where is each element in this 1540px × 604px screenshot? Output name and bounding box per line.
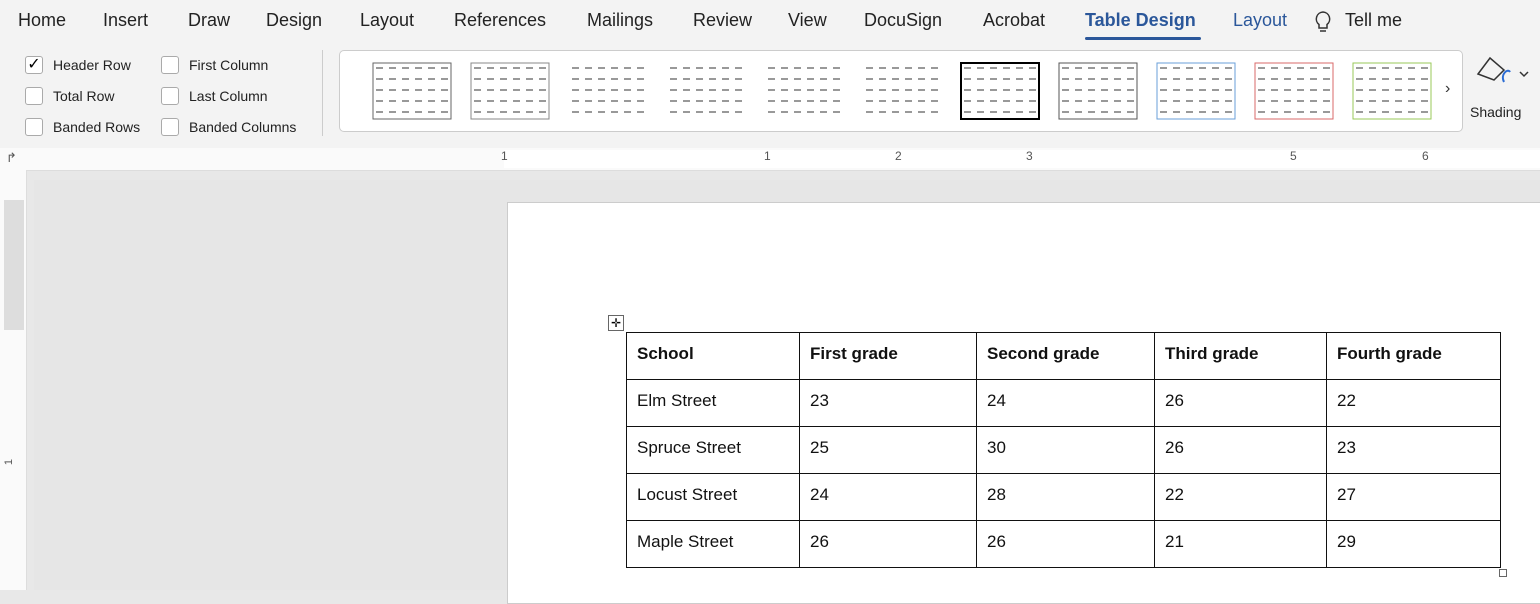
table-cell: 26 (1154, 379, 1327, 427)
ribbon-tab[interactable]: Layout (1233, 10, 1288, 30)
table-row: Maple Street 26 26 21 29 (626, 520, 1501, 568)
table-cell: 24 (799, 473, 977, 521)
thumbnail-frame[interactable] (1058, 62, 1138, 120)
table-cell: 29 (1326, 520, 1501, 568)
header-cell: Second grade (976, 332, 1155, 380)
table-cell: 25 (799, 426, 977, 474)
checkbox-label[interactable]: Total Row (53, 88, 115, 104)
checkbox[interactable] (161, 87, 179, 105)
table-cell: Maple Street (626, 520, 800, 568)
ribbon-tab[interactable]: Insert (103, 10, 149, 30)
checkbox[interactable] (161, 118, 179, 136)
ribbon-tab[interactable]: View (788, 10, 827, 30)
table-cell: 24 (976, 379, 1155, 427)
table-row: Locust Street 24 28 22 27 (626, 473, 1501, 521)
ribbon-tab[interactable]: Draw (188, 10, 231, 30)
thumbnail-frame[interactable] (1156, 62, 1236, 120)
table-cell: 26 (1154, 426, 1327, 474)
shading-icon[interactable] (1474, 52, 1534, 92)
table-cell: Elm Street (626, 379, 800, 427)
ruler-label: 3 (1026, 149, 1033, 163)
table-style-thumbnails (372, 62, 1432, 120)
header-cell: First grade (799, 332, 977, 380)
table-cell: 30 (976, 426, 1155, 474)
table-cell: 26 (976, 520, 1155, 568)
ruler-label: 1 (764, 149, 771, 163)
ribbon-tab[interactable]: Home (18, 10, 67, 30)
checkbox-label[interactable]: Banded Rows (53, 119, 141, 135)
ruler-label: 1 (501, 149, 508, 163)
checkbox-label[interactable]: First Column (189, 57, 269, 73)
ruler-text-area (504, 150, 1540, 168)
header-cell: Third grade (1154, 332, 1327, 380)
thumbnail-frame[interactable] (372, 62, 452, 120)
table-cell: 21 (1154, 520, 1327, 568)
checkbox[interactable] (25, 87, 43, 105)
active-tab-underline (1085, 37, 1201, 40)
ribbon-tab[interactable]: References (454, 10, 547, 30)
checkbox[interactable] (25, 118, 43, 136)
table-move-handle[interactable]: ✛ (608, 315, 624, 331)
table-row: Spruce Street 25 30 26 23 (626, 426, 1501, 474)
gallery-more[interactable]: › (1445, 80, 1451, 97)
ribbon-tab[interactable]: DocuSign (864, 10, 943, 30)
ruler-label: 2 (895, 149, 902, 163)
table-cell: 23 (1326, 426, 1501, 474)
header-cell: School (626, 332, 800, 380)
tab-bar (0, 0, 1540, 44)
checkbox[interactable] (161, 56, 179, 74)
ruler-label: 6 (1422, 149, 1429, 163)
table-cell: 22 (1326, 379, 1501, 427)
ruler-label: 5 (1290, 149, 1297, 163)
table-cell: 23 (799, 379, 977, 427)
checkbox[interactable]: ✓ (25, 56, 43, 74)
shading-label[interactable]: Shading (1470, 104, 1522, 120)
table-cell: 26 (799, 520, 977, 568)
ribbon-tab[interactable]: Layout (360, 10, 415, 30)
tab-stop-icon: ↱ (6, 150, 17, 165)
thumbnail-frame[interactable] (1352, 62, 1432, 120)
separator (322, 50, 323, 136)
table-cell: 22 (1154, 473, 1327, 521)
ribbon-tab[interactable]: Mailings (587, 10, 654, 30)
header-cell: Fourth grade (1326, 332, 1501, 380)
thumbnail-frame[interactable] (470, 62, 550, 120)
ribbon-tab[interactable]: Review (693, 10, 753, 30)
vertical-ruler-label: 1 (3, 458, 16, 466)
header-row: School First grade Second grade Third grade… (626, 332, 1501, 380)
checkbox-label[interactable]: Banded Columns (189, 119, 297, 135)
thumbnail-frame[interactable] (1254, 62, 1334, 120)
table-row: Elm Street 23 24 26 22 (626, 379, 1501, 427)
vertical-ruler-margin (4, 200, 24, 330)
table-cell: Locust Street (626, 473, 800, 521)
data-table: School First grade Second grade Third grade… (626, 332, 1501, 568)
ribbon-tab[interactable]: Tell me (1345, 10, 1403, 30)
table-cell: 28 (976, 473, 1155, 521)
checkbox-label[interactable]: Header Row (53, 57, 131, 73)
table-cell: 27 (1326, 473, 1501, 521)
ribbon-tab[interactable]: Design (266, 10, 323, 30)
table-cell: Spruce Street (626, 426, 800, 474)
table-styles-gallery[interactable] (339, 50, 1463, 132)
ribbon-tab[interactable]: Acrobat (983, 10, 1046, 30)
checkbox-label[interactable]: Last Column (189, 88, 268, 104)
table-resize-handle[interactable] (1499, 569, 1507, 577)
lightbulb-icon (1315, 11, 1331, 32)
ribbon-tab[interactable]: Table Design (1085, 10, 1196, 30)
thumbnail-frame[interactable] (960, 62, 1040, 120)
